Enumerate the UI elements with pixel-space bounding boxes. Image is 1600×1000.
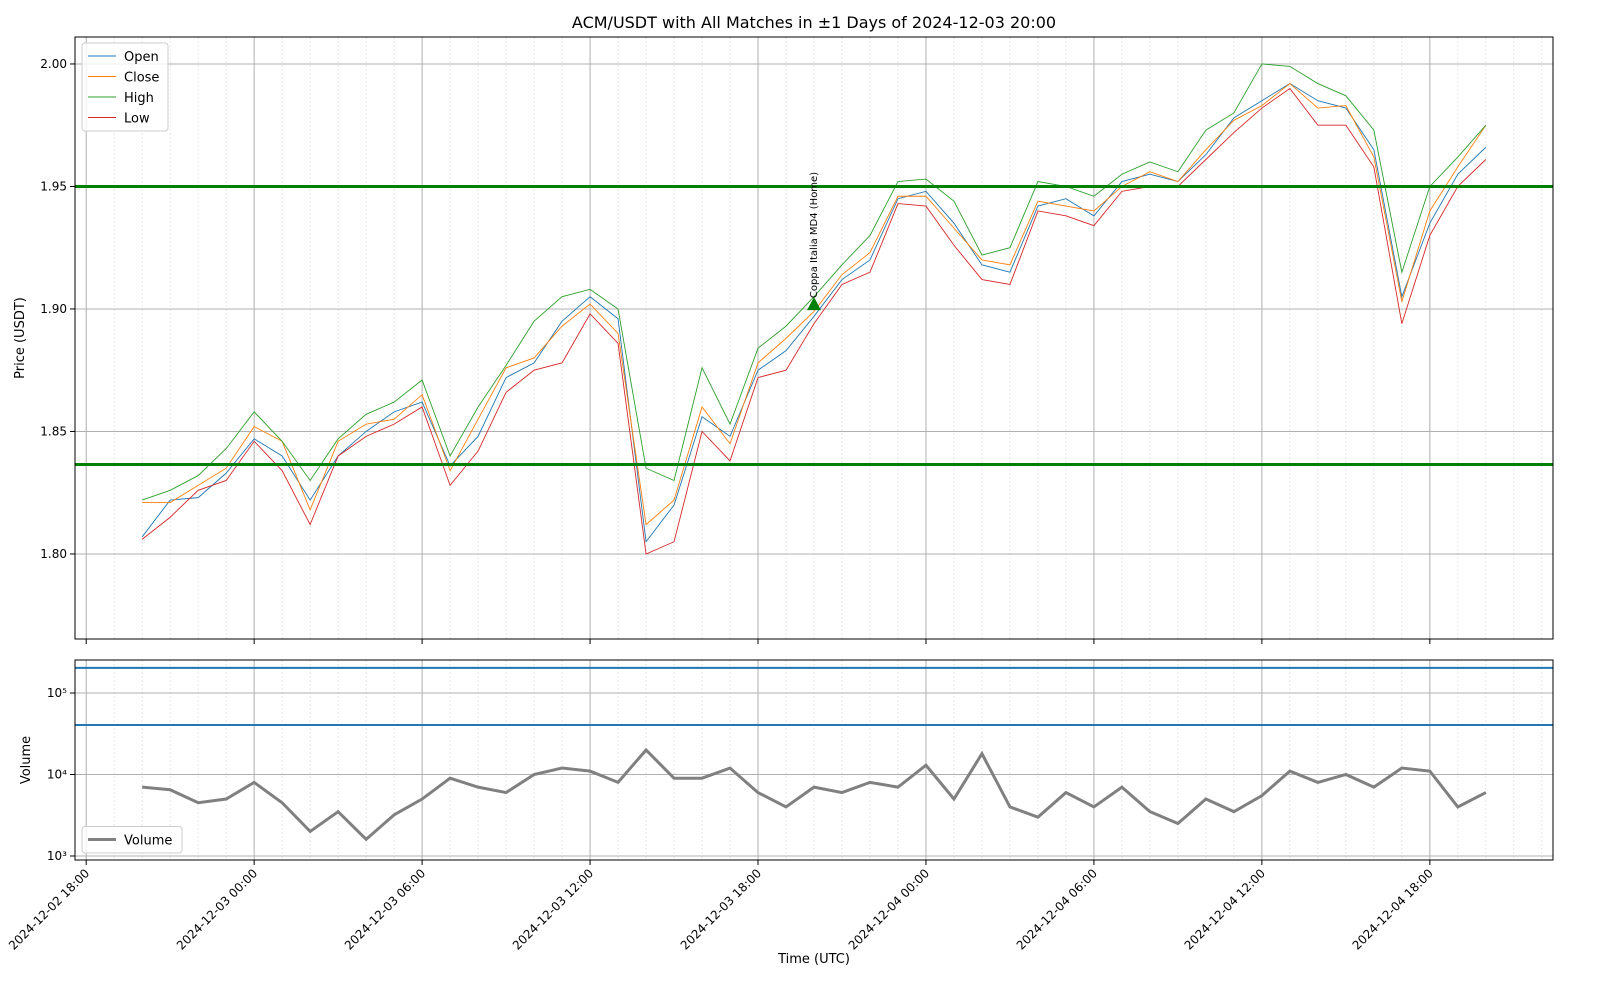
legend-box <box>81 826 183 854</box>
y-tick-label: 10³ <box>47 849 67 863</box>
legend-label: Volume <box>124 834 172 849</box>
plot-area <box>75 37 1553 639</box>
y-tick-label: 1.90 <box>40 302 67 316</box>
axes-frame <box>74 36 1554 640</box>
axes-frame <box>74 659 1554 861</box>
annotation-text: Coppa Italia MD4 (Home) <box>809 172 820 298</box>
y-tick-label: 1.85 <box>40 424 67 438</box>
legend-label: Close <box>124 71 159 86</box>
series-line <box>142 63 1487 501</box>
series-line <box>142 747 1487 842</box>
x-axis-label: Time (UTC) <box>777 952 850 967</box>
legend-label: High <box>124 91 154 106</box>
y-tick-label: 10⁴ <box>47 767 67 781</box>
y-axis-label: Volume <box>19 736 34 784</box>
plot-area <box>75 660 1553 860</box>
legend-label: Open <box>124 50 159 65</box>
chart-title: ACM/USDT with All Matches in ±1 Days of … <box>572 13 1056 32</box>
series-line <box>142 82 1487 526</box>
y-tick-label: 1.80 <box>40 547 67 561</box>
series-line <box>141 83 1487 543</box>
legend-label: Low <box>124 112 150 127</box>
y-tick-label: 1.95 <box>40 179 67 193</box>
y-axis-label: Price (USDT) <box>13 297 28 379</box>
series-line <box>141 87 1487 555</box>
legend-box <box>81 42 169 132</box>
annotation-marker <box>807 297 821 311</box>
y-tick-label: 10⁵ <box>47 686 67 700</box>
y-tick-label: 2.00 <box>40 57 67 71</box>
